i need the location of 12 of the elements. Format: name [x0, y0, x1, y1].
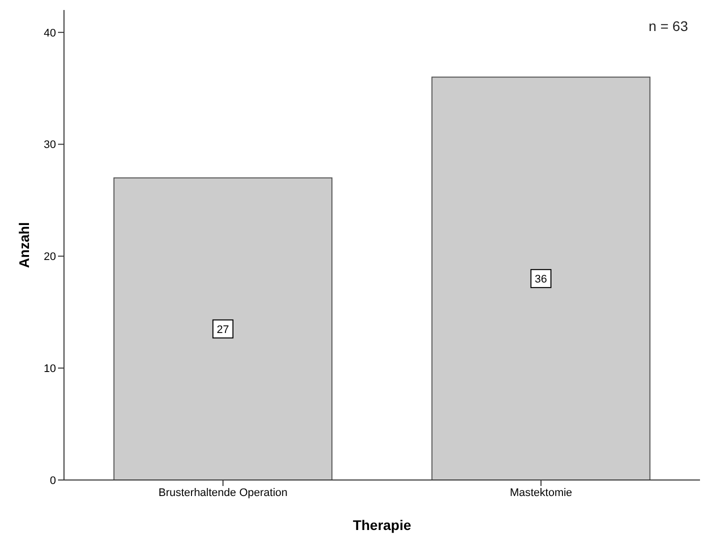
data-label: 27: [216, 324, 230, 336]
x-tick-label: Brusterhaltende Operation: [158, 486, 288, 499]
y-tick-label: 30: [44, 139, 56, 152]
y-tick-label: 0: [50, 474, 56, 487]
y-tick-label: 40: [44, 27, 56, 40]
x-axis-title: Therapie: [352, 517, 412, 533]
annotation: n = 63: [648, 18, 688, 34]
data-label: 36: [534, 274, 548, 286]
x-tick-label: Mastektomie: [510, 486, 572, 499]
y-tick-label: 20: [44, 251, 56, 264]
y-axis-title: Anzahl: [16, 222, 32, 268]
y-tick-label: 10: [44, 363, 56, 375]
